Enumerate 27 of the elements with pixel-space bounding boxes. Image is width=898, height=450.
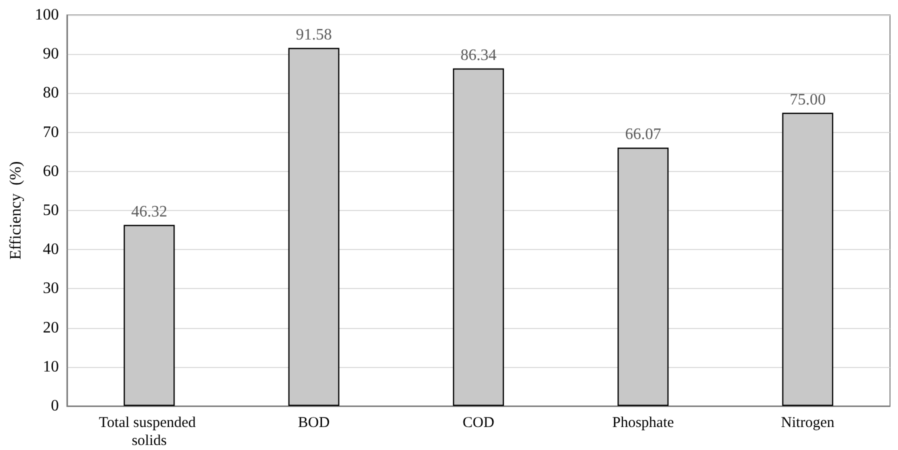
x-tick-label: COD xyxy=(462,415,494,431)
data-label: 75.00 xyxy=(790,91,826,108)
y-tick-label: 30 xyxy=(42,280,59,298)
data-label: 91.58 xyxy=(296,26,332,44)
bar xyxy=(452,68,504,406)
y-axis-title: Efficiency (%) xyxy=(8,161,24,260)
y-tick-label: 0 xyxy=(50,398,59,414)
y-tick-label: 80 xyxy=(42,84,59,102)
bar xyxy=(288,48,340,406)
data-label: 66.07 xyxy=(625,126,662,144)
y-tick-label: 100 xyxy=(34,6,59,24)
bar xyxy=(618,148,669,406)
y-tick-label: 10 xyxy=(42,358,59,376)
bar xyxy=(124,224,175,406)
y-tick-label: 40 xyxy=(42,241,59,258)
data-label: 46.32 xyxy=(131,203,168,220)
y-tick-label: 90 xyxy=(42,46,59,63)
y-tick-label: 20 xyxy=(42,319,59,336)
y-tick-label: 50 xyxy=(42,202,59,219)
x-tick-label: Total suspended solids xyxy=(98,415,200,449)
y-tick-label: 70 xyxy=(42,124,59,141)
x-tick-label: Nitrogen xyxy=(781,415,835,431)
bar xyxy=(782,112,834,406)
x-tick-label: BOD xyxy=(298,415,330,431)
x-tick-label: Phosphate xyxy=(612,415,674,431)
y-tick-label: 60 xyxy=(42,162,59,180)
data-label: 86.34 xyxy=(460,46,496,64)
